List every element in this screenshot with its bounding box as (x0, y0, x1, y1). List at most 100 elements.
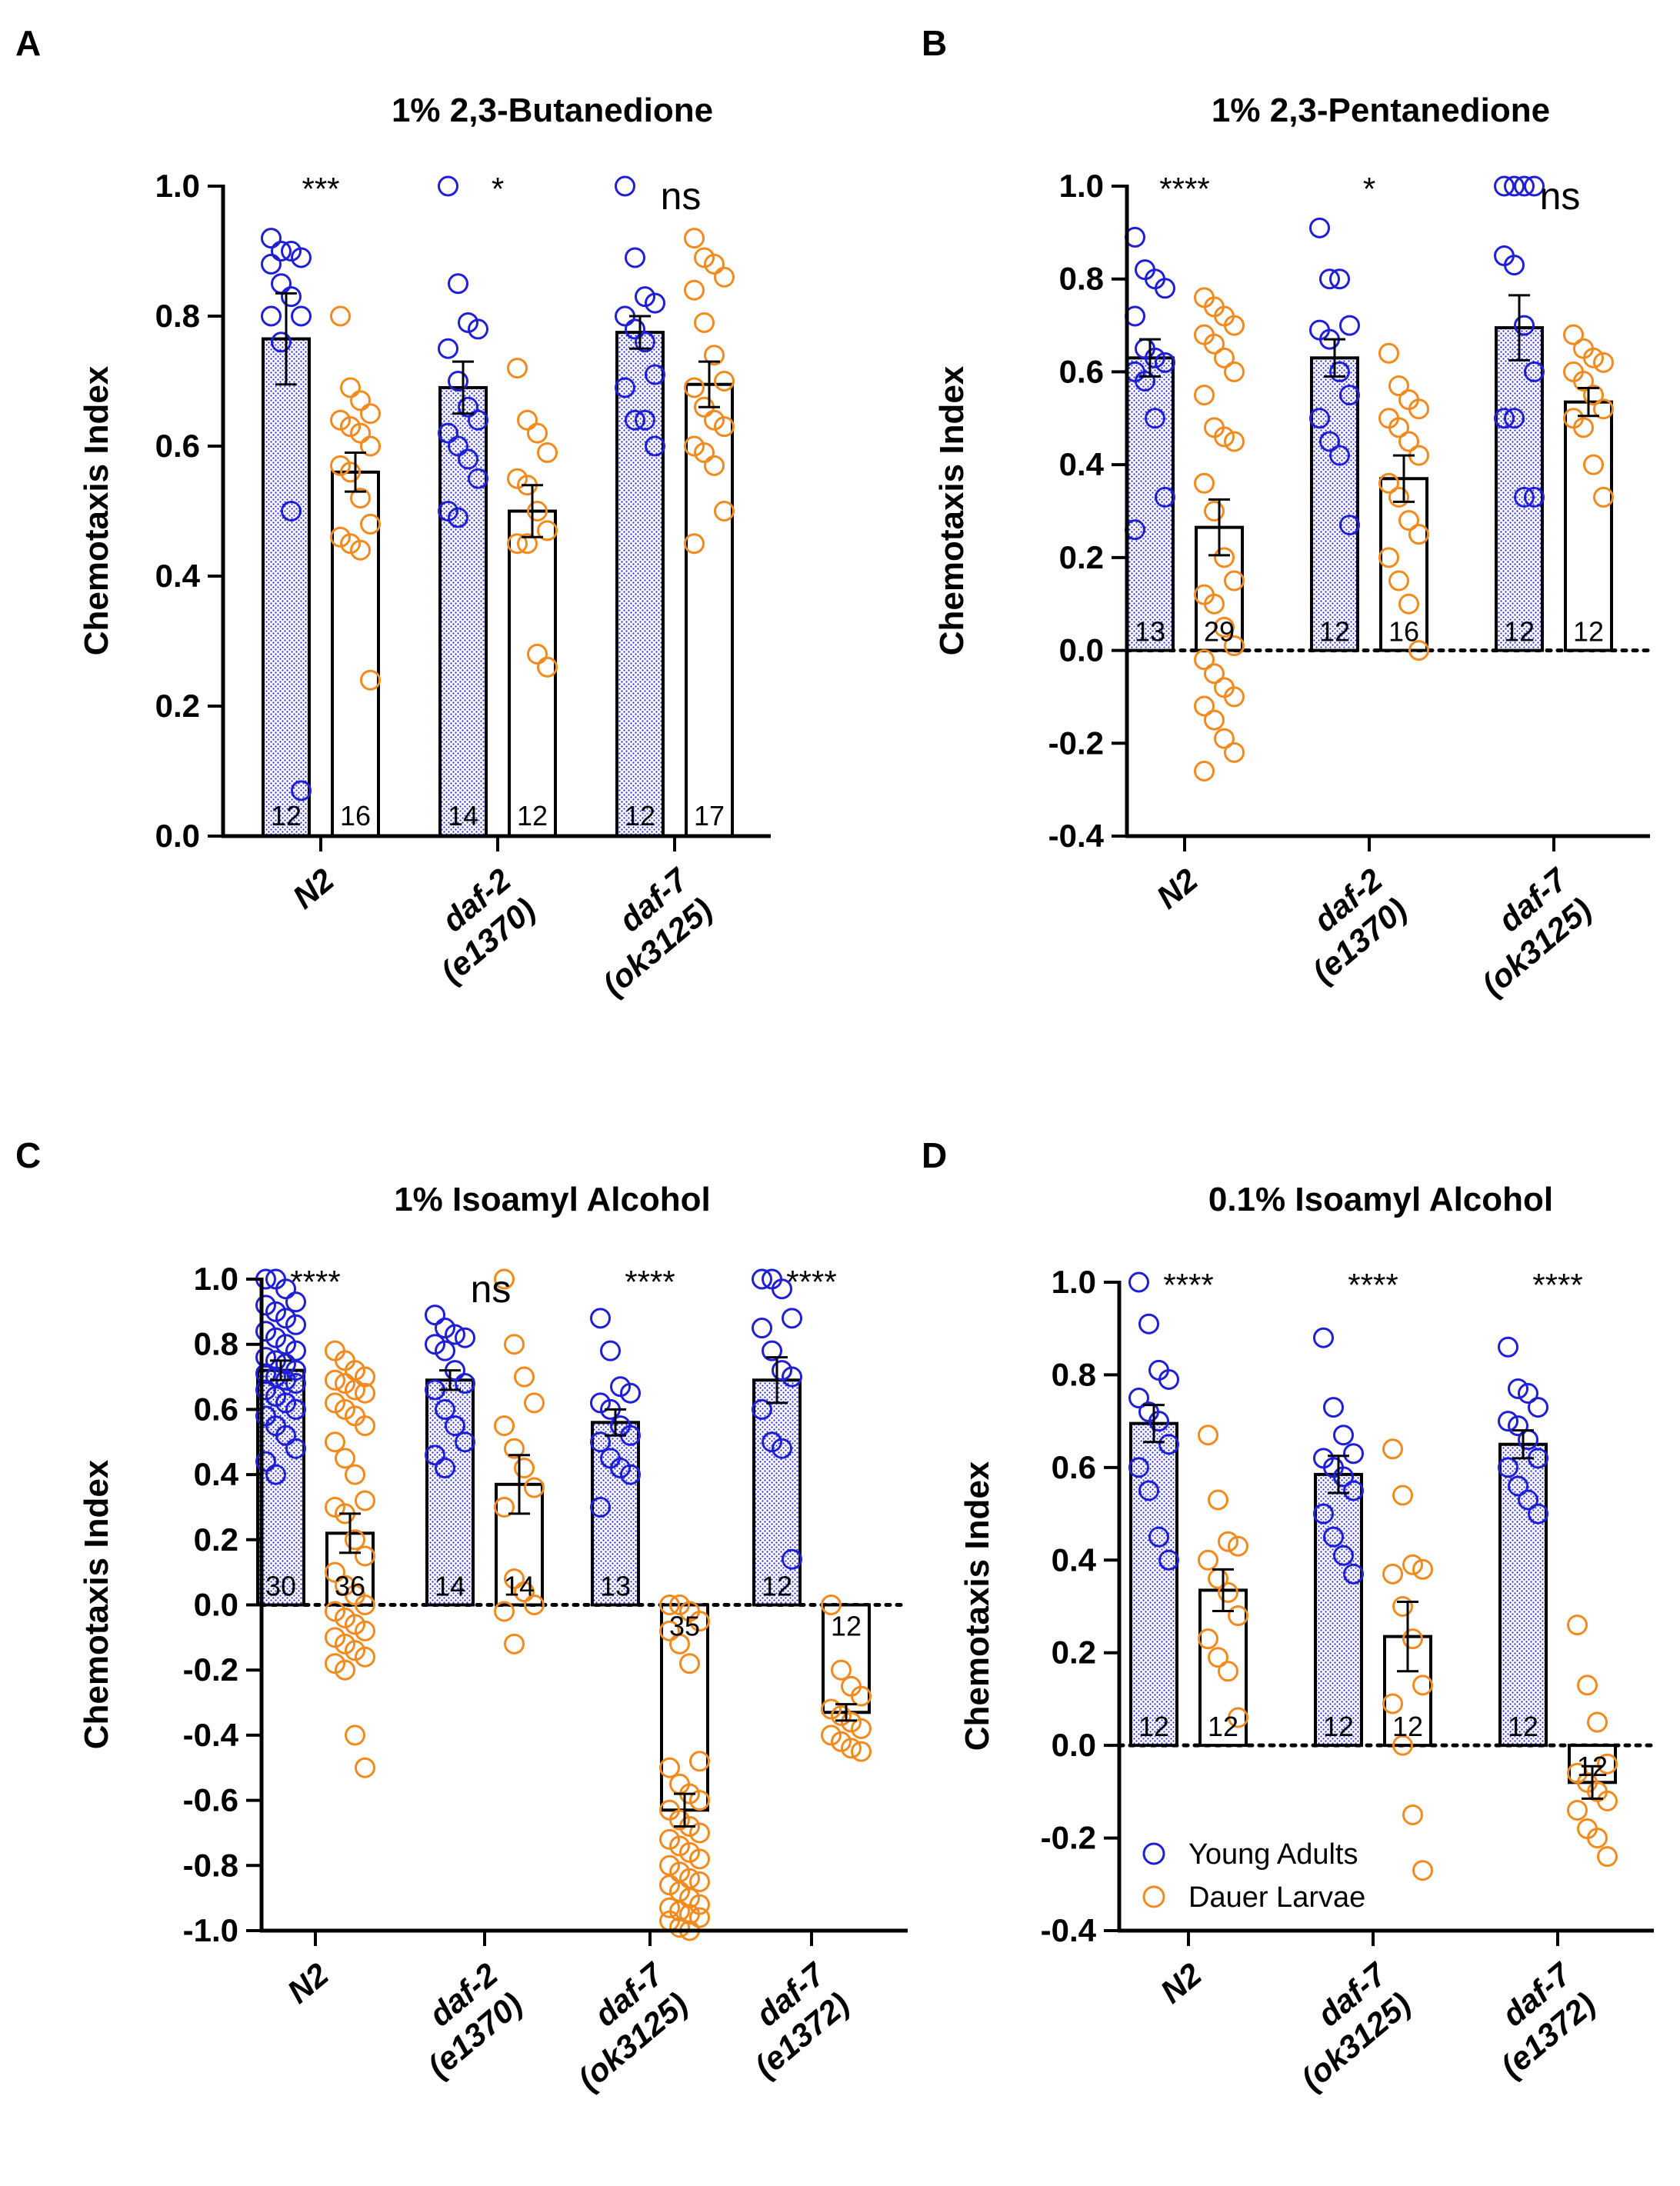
panel-d-group-2: 12 12 **** daf-7(e1372) (1494, 1267, 1618, 2084)
panel-b-point-dauer-0-24 (1194, 695, 1215, 717)
panel-b-point-adult-2-2 (1514, 175, 1535, 197)
panel-a-n-label-adult-0: 12 (271, 800, 302, 831)
panel-b-point-dauer-0-18 (1214, 616, 1235, 638)
panel-b-point-adult-1-0 (1309, 217, 1330, 238)
panel-c-point-dauer-1-1 (504, 1334, 525, 1355)
panel-a-point-adult-0-5 (271, 273, 292, 295)
panel-a-point-adult-0-6 (281, 286, 302, 308)
panel-a-point-dauer-2-0 (684, 228, 705, 249)
panel-b-point-adult-1-11 (1339, 515, 1360, 536)
panel-c-point-dauer-2-7 (689, 1751, 710, 1772)
panel-a-y-tick-label-0: 0.0 (155, 818, 200, 854)
panel-d-y-tick-label-4: 0.4 (1052, 1541, 1097, 1578)
panel-c-point-dauer-1-13 (504, 1633, 525, 1654)
panel-a-point-adult-1-4 (438, 338, 458, 359)
panel-c-n-label-adult-2: 13 (600, 1571, 631, 1602)
panel-b-point-adult-2-5 (1504, 255, 1525, 276)
panel-b-y-tick-label-2: 0.0 (1059, 632, 1104, 668)
panel-c-y-tick-label-6: 0.2 (194, 1521, 238, 1558)
panel-d-point-dauer-2-2 (1587, 1711, 1608, 1733)
panel-c-point-dauer-0-19 (355, 1545, 375, 1567)
panel-a-group-2: 12 17 ns daf-7(ok3125) (571, 175, 735, 1003)
panel-d-point-dauer-2-1 (1577, 1674, 1598, 1696)
panel-a-point-adult-1-3 (468, 318, 488, 340)
panel-a-point-adult-2-9 (625, 409, 645, 431)
panel-d-bar-adult-1 (1314, 1472, 1363, 1748)
panel-d-point-dauer-1-7 (1412, 1674, 1433, 1696)
panel-b-point-dauer-1-13 (1388, 570, 1409, 591)
panel-a-point-adult-0-7 (291, 305, 312, 327)
panel-d-bar-adult-0 (1129, 1421, 1178, 1748)
panel-a-point-dauer-2-2 (704, 253, 725, 275)
panel-a-point-dauer-2-15 (714, 501, 735, 522)
panel-b-point-adult-2-11 (1524, 486, 1545, 508)
panel-a-point-dauer-1-11 (537, 656, 558, 678)
panel-a-n-label-dauer-0: 16 (340, 800, 371, 831)
panel-b-point-dauer-0-26 (1214, 728, 1235, 749)
panel-a-point-dauer-1-10 (527, 643, 548, 665)
panel-c-point-adult-0-12 (255, 1347, 276, 1368)
panel-a-point-dauer-0-15 (360, 669, 381, 691)
panel-d-n-label-dauer-0: 12 (1208, 1711, 1238, 1742)
panel-a-n-label-adult-2: 12 (625, 800, 655, 831)
panel-c-point-dauer-3-0 (821, 1595, 842, 1615)
panel-d-point-dauer-1-5 (1392, 1596, 1413, 1617)
panel-b-significance-1: * (1363, 171, 1375, 207)
panel-c-point-dauer-2-33 (669, 1917, 690, 1938)
panel-letter-b: B (922, 23, 947, 63)
panel-c-point-dauer-1-8 (494, 1496, 515, 1518)
panel-a-point-adult-2-8 (615, 377, 635, 398)
panel-c-category-label-1: daf-2(e1370) (396, 1956, 529, 2084)
panel-c-point-dauer-2-11 (689, 1790, 710, 1811)
panel-a-point-adult-0-10 (281, 501, 302, 522)
panel-c-point-adult-0-23 (285, 1398, 306, 1420)
panel-c-point-adult-1-0 (425, 1305, 445, 1326)
panel-d-point-adult-2-3 (1528, 1397, 1548, 1418)
panel-c-n-label-dauer-3: 12 (831, 1611, 862, 1642)
panel-a-y-axis-label: Chemotaxis Index (78, 365, 115, 655)
panel-a-point-adult-1-10 (458, 448, 478, 470)
panel-a-significance-0: *** (302, 171, 339, 207)
panel-d-point-dauer-0-9 (1208, 1647, 1228, 1668)
panel-b-n-label-adult-0: 13 (1135, 616, 1165, 648)
panel-c-point-dauer-0-33 (335, 1659, 355, 1681)
panel-b-category-label-0-line-0: N2 (1149, 861, 1204, 916)
panel-a-point-adult-1-11 (468, 468, 488, 489)
panel-a-point-adult-0-4 (261, 253, 282, 275)
panel-b-point-dauer-1-12 (1378, 547, 1399, 568)
panel-d-point-adult-0-9 (1138, 1480, 1159, 1501)
panel-d-point-dauer-1-6 (1402, 1628, 1423, 1650)
panel-d-point-adult-1-7 (1343, 1480, 1364, 1501)
panel-c-point-dauer-1-6 (514, 1458, 535, 1479)
panel-c-n-label-dauer-2: 35 (669, 1611, 700, 1642)
panel-a-category-label-1: daf-2(e1370) (409, 861, 542, 990)
panel-c-point-dauer-1-0 (494, 1268, 515, 1290)
panel-b-point-adult-2-8 (1494, 408, 1515, 429)
panel-c-point-adult-2-12 (590, 1496, 611, 1518)
panel-b-point-dauer-0-12 (1194, 472, 1215, 494)
panel-a-point-adult-0-1 (271, 241, 292, 262)
panel-c-point-dauer-1-11 (524, 1595, 545, 1615)
panel-c-significance-1: ns (471, 1268, 512, 1311)
panel-a-group-0: 12 16 *** N2 (261, 171, 381, 915)
panel-a-point-adult-0-3 (291, 247, 312, 268)
panel-c-point-adult-2-3 (620, 1382, 641, 1404)
panel-b-group-2: 12 12 ns daf-7(ok3125) (1475, 175, 1614, 1003)
panel-a-point-dauer-1-0 (507, 358, 528, 379)
panel-a-bar-dauer-0 (331, 470, 380, 838)
panel-b-point-dauer-1-9 (1388, 486, 1409, 508)
panel-c-category-label-0: N2 (280, 1956, 335, 2011)
panel-c-n-label-adult-1: 14 (435, 1571, 465, 1602)
panel-c-point-adult-2-11 (620, 1464, 641, 1485)
panel-d-point-adult-1-6 (1333, 1466, 1354, 1488)
panel-c-point-dauer-2-28 (659, 1897, 680, 1918)
panel-b-point-dauer-1-8 (1378, 472, 1399, 494)
panel-a-point-adult-1-1 (448, 273, 468, 295)
panel-a-point-adult-2-7 (645, 364, 665, 385)
panel-c-point-dauer-0-35 (355, 1757, 375, 1778)
panel-b: B 1% 2,3-Pentanedione Chemotaxis Index 13… (922, 23, 1652, 1003)
panel-c-point-adult-3-7 (782, 1366, 802, 1388)
panel-d-point-adult-2-9 (1508, 1475, 1528, 1497)
panel-c-significance-3: **** (786, 1264, 836, 1300)
panel-a-category-label-2: daf-7(ok3125) (571, 861, 720, 1003)
